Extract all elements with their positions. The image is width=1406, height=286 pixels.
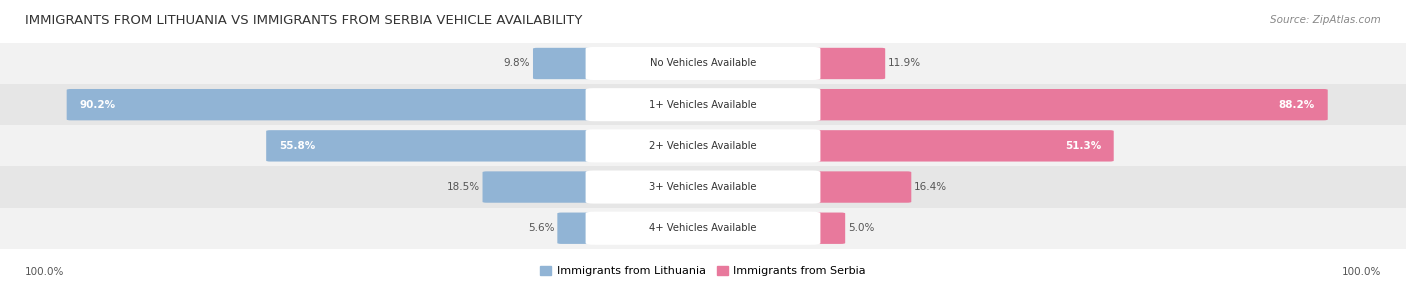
Text: 51.3%: 51.3% (1064, 141, 1101, 151)
Text: 100.0%: 100.0% (1341, 267, 1381, 277)
FancyBboxPatch shape (585, 212, 821, 245)
Text: 2+ Vehicles Available: 2+ Vehicles Available (650, 141, 756, 151)
Bar (0, 84, 1406, 125)
Text: 5.6%: 5.6% (529, 223, 554, 233)
Bar (0, 43, 1406, 84)
FancyBboxPatch shape (808, 130, 1114, 162)
Text: 88.2%: 88.2% (1279, 100, 1315, 110)
FancyBboxPatch shape (808, 171, 911, 203)
Text: IMMIGRANTS FROM LITHUANIA VS IMMIGRANTS FROM SERBIA VEHICLE AVAILABILITY: IMMIGRANTS FROM LITHUANIA VS IMMIGRANTS … (25, 13, 582, 27)
FancyBboxPatch shape (533, 48, 599, 79)
Legend: Immigrants from Lithuania, Immigrants from Serbia: Immigrants from Lithuania, Immigrants fr… (536, 261, 870, 281)
Text: No Vehicles Available: No Vehicles Available (650, 59, 756, 68)
FancyBboxPatch shape (557, 212, 599, 244)
Text: 9.8%: 9.8% (503, 59, 530, 68)
FancyBboxPatch shape (808, 89, 1327, 120)
Text: Source: ZipAtlas.com: Source: ZipAtlas.com (1270, 15, 1381, 25)
FancyBboxPatch shape (585, 170, 821, 204)
FancyBboxPatch shape (482, 171, 599, 203)
Text: 1+ Vehicles Available: 1+ Vehicles Available (650, 100, 756, 110)
Text: 4+ Vehicles Available: 4+ Vehicles Available (650, 223, 756, 233)
Text: 100.0%: 100.0% (25, 267, 65, 277)
FancyBboxPatch shape (585, 129, 821, 162)
Text: 18.5%: 18.5% (447, 182, 479, 192)
FancyBboxPatch shape (808, 48, 886, 79)
FancyBboxPatch shape (66, 89, 599, 120)
Text: 3+ Vehicles Available: 3+ Vehicles Available (650, 182, 756, 192)
Text: 16.4%: 16.4% (914, 182, 948, 192)
FancyBboxPatch shape (585, 47, 821, 80)
Text: 11.9%: 11.9% (889, 59, 921, 68)
Text: 5.0%: 5.0% (848, 223, 875, 233)
Text: 90.2%: 90.2% (79, 100, 115, 110)
FancyBboxPatch shape (585, 88, 821, 121)
FancyBboxPatch shape (808, 212, 845, 244)
Text: 55.8%: 55.8% (278, 141, 315, 151)
Bar (0, 125, 1406, 166)
FancyBboxPatch shape (266, 130, 599, 162)
Bar (0, 208, 1406, 249)
Bar (0, 166, 1406, 208)
